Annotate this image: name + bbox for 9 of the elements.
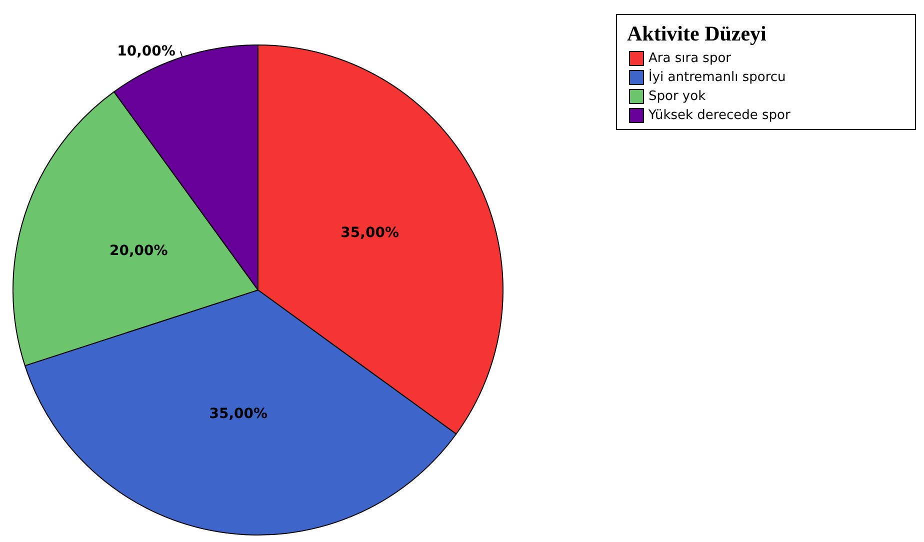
data-label: 20,00% <box>109 243 168 260</box>
legend-title: Aktivite Düzeyi <box>627 22 767 46</box>
data-label: 35,00% <box>340 225 399 242</box>
data-label: 35,00% <box>209 406 268 422</box>
data-label: 10,00% <box>117 43 176 60</box>
legend-label: İyi antremanlı sporcu <box>648 69 786 85</box>
legend-label: Spor yok <box>648 89 706 104</box>
legend-label: Ara sıra spor <box>648 51 732 66</box>
legend-label: Yüksek derecede spor <box>648 108 791 123</box>
